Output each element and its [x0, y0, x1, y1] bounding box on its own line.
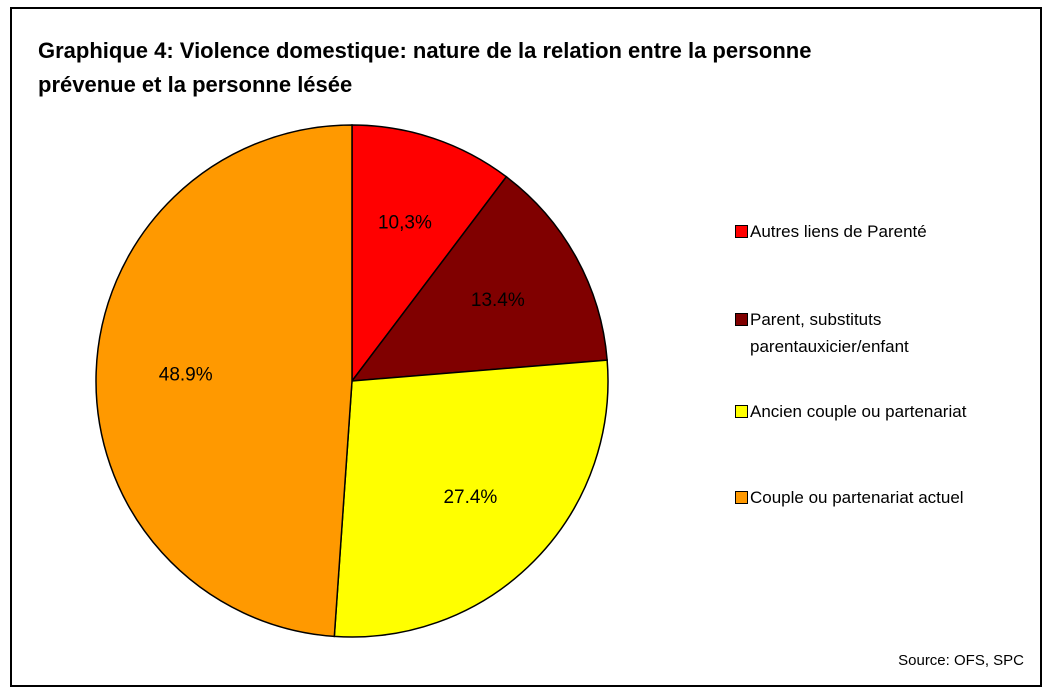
legend-label: Couple ou partenariat actuel — [750, 488, 964, 507]
data-label: 13.4% — [471, 290, 525, 311]
pie-slice — [95, 124, 353, 638]
data-label: 48.9% — [159, 364, 213, 385]
legend-swatch — [735, 225, 748, 238]
legend-label: Ancien couple ou partenariat — [750, 402, 967, 421]
data-label: 10,3% — [378, 212, 432, 233]
pie-slice — [333, 359, 609, 638]
legend-item: Autres liens de Parenté — [735, 218, 1035, 245]
pie-slice — [351, 124, 508, 384]
source: Source: OFS, SPC — [898, 652, 1024, 669]
legend-swatch — [735, 491, 748, 504]
pie-slice — [350, 175, 608, 382]
legend-swatch — [735, 405, 748, 418]
legend-label: Parent, substituts parentauxicier/enfant — [750, 310, 909, 356]
data-label: 27.4% — [443, 487, 497, 508]
legend-item: Parent, substituts parentauxicier/enfant — [735, 306, 1035, 360]
legend-label: Autres liens de Parenté — [750, 222, 927, 241]
chart-frame — [10, 7, 1042, 687]
legend-item: Couple ou partenariat actuel — [735, 484, 1035, 511]
chart-title: Graphique 4: Violence domestique: nature… — [38, 38, 812, 97]
legend-swatch — [735, 313, 748, 326]
legend-item: Ancien couple ou partenariat — [735, 398, 1035, 425]
